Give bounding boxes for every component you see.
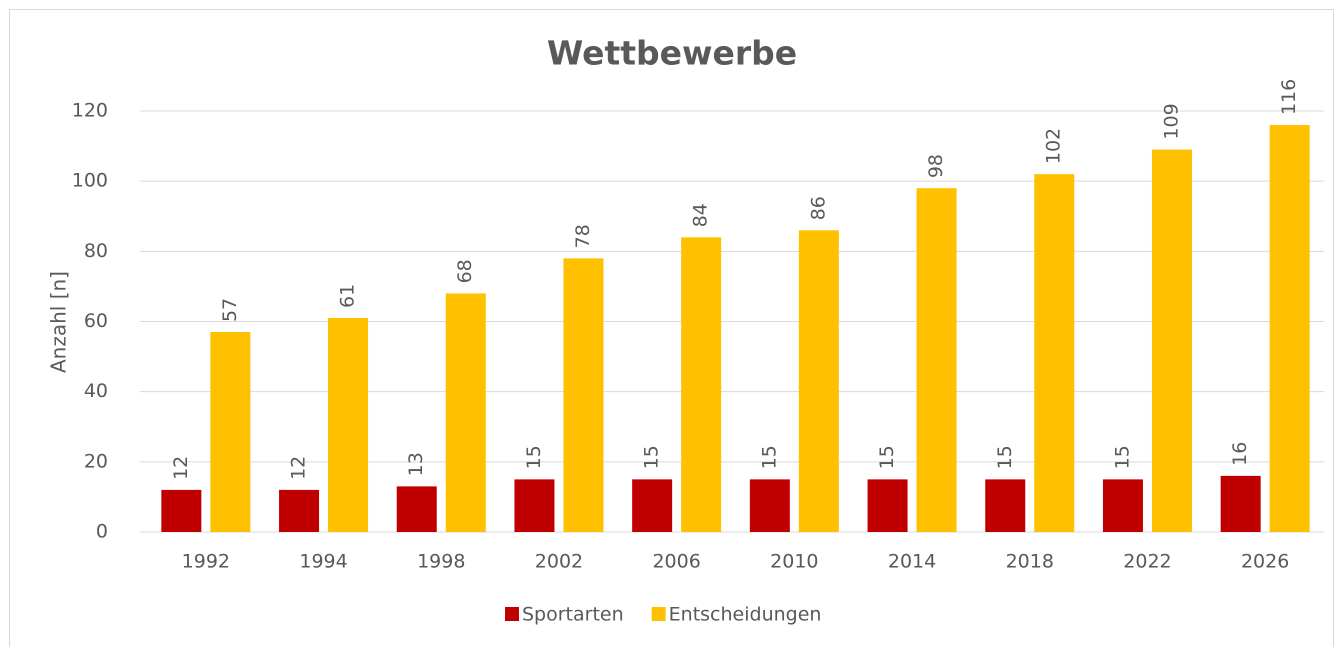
value-label: 61	[337, 284, 359, 308]
bar	[210, 332, 251, 532]
value-label: 57	[219, 298, 241, 322]
bar	[749, 479, 790, 532]
bar	[161, 489, 202, 532]
bar	[916, 188, 957, 532]
chart-title: Wettbewerbe	[547, 34, 797, 73]
y-axis-label: Anzahl [n]	[47, 271, 71, 373]
value-label: 109	[1160, 103, 1182, 139]
bar	[396, 486, 437, 532]
bar	[1220, 475, 1261, 532]
x-tick-label: 1994	[299, 551, 347, 573]
y-tick-label: 120	[72, 100, 108, 122]
value-label: 116	[1278, 79, 1300, 115]
legend-swatch	[505, 607, 519, 621]
legend-swatch	[651, 607, 666, 621]
value-label: 86	[807, 196, 829, 220]
bar	[985, 479, 1026, 532]
y-tick-label: 80	[84, 240, 108, 262]
bar	[445, 293, 486, 532]
value-label: 15	[758, 445, 780, 469]
value-label: 13	[405, 452, 427, 476]
bar	[632, 479, 673, 532]
value-label: 15	[1111, 445, 1133, 469]
x-tick-label: 2026	[1241, 551, 1289, 573]
value-label: 15	[523, 445, 545, 469]
value-label: 16	[1229, 442, 1251, 466]
legend-label: Sportarten	[522, 604, 624, 626]
x-tick-label: 2010	[770, 551, 818, 573]
x-tick-label: 2018	[1006, 551, 1054, 573]
bar	[867, 479, 908, 532]
bar	[563, 258, 604, 532]
y-tick-label: 100	[72, 170, 108, 192]
legend-label: Entscheidungen	[669, 604, 822, 626]
value-label: 84	[690, 203, 712, 227]
x-tick-label: 2022	[1123, 551, 1171, 573]
value-label: 98	[925, 154, 947, 178]
bar	[279, 489, 320, 532]
bar	[1034, 174, 1075, 532]
bar	[681, 237, 722, 533]
y-tick-label: 40	[84, 380, 108, 402]
x-tick-label: 2006	[652, 551, 700, 573]
value-label: 15	[994, 445, 1016, 469]
value-label: 68	[454, 259, 476, 283]
y-tick-label: 60	[84, 310, 108, 332]
value-label: 102	[1043, 128, 1065, 164]
x-tick-label: 1998	[417, 551, 465, 573]
value-label: 78	[572, 224, 594, 248]
bar	[1102, 479, 1143, 532]
x-tick-label: 1992	[182, 551, 230, 573]
value-label: 15	[876, 445, 898, 469]
value-label: 12	[288, 456, 310, 480]
x-tick-label: 2014	[888, 551, 936, 573]
x-tick-label: 2002	[535, 551, 583, 573]
bar	[1151, 149, 1192, 532]
value-label: 15	[641, 445, 663, 469]
bar	[328, 317, 369, 532]
value-label: 12	[170, 456, 192, 480]
bar	[514, 479, 555, 532]
y-tick-label: 0	[96, 521, 108, 543]
bar	[1269, 125, 1310, 533]
bar	[798, 230, 839, 533]
y-tick-label: 20	[84, 450, 108, 472]
chart-border	[9, 9, 1334, 651]
